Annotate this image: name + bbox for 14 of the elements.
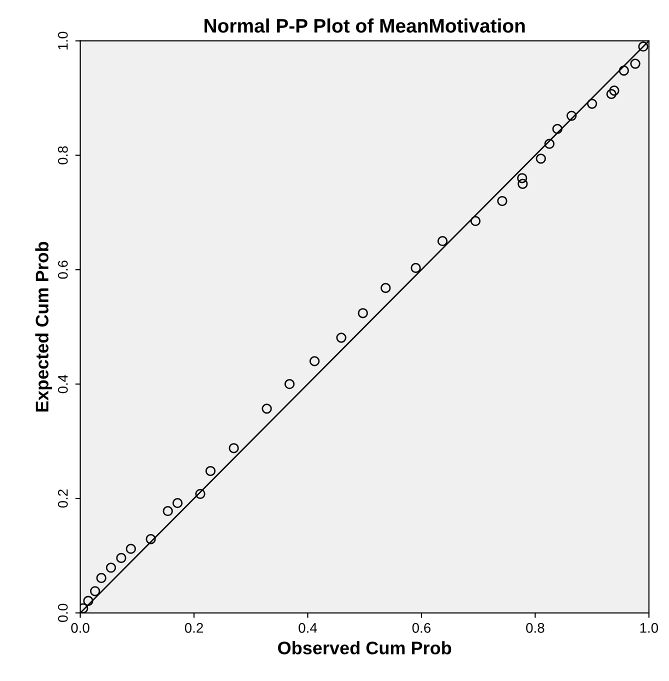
x-tick-label: 0.8 xyxy=(526,622,544,633)
y-tick-label: 1.0 xyxy=(58,32,68,50)
x-tick-label: 0.2 xyxy=(184,622,203,633)
x-tick-label: 0.6 xyxy=(412,622,431,633)
y-tick-label: 0.4 xyxy=(58,374,68,394)
x-tick-label: 1.0 xyxy=(640,622,658,633)
x-tick-label: 0.0 xyxy=(71,622,90,633)
y-tick-label: 0.6 xyxy=(58,260,68,279)
y-tick-label: 0.8 xyxy=(58,146,68,164)
x-tick-label: 0.4 xyxy=(298,622,317,633)
x-axis-title: Observed Cum Prob xyxy=(278,641,452,654)
y-tick-label: 0.2 xyxy=(58,490,68,508)
y-axis-title: Expected Cum Prob xyxy=(35,242,52,412)
chart-title: Normal P-P Plot of MeanMotivation xyxy=(204,18,525,33)
